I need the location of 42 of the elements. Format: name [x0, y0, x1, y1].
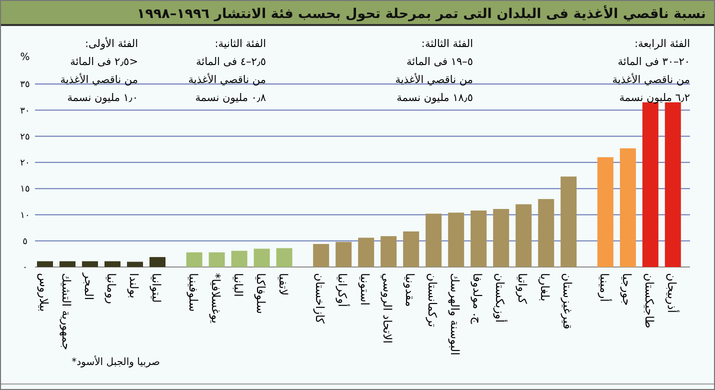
x-tick-label: طاجيكستان — [642, 273, 656, 328]
x-tick-label: ليتوانيا — [150, 273, 164, 303]
y-tick-label: ٥ — [22, 237, 28, 248]
y-axis-title: % — [20, 52, 30, 63]
x-tick-label: بولندا — [127, 273, 141, 298]
x-tick-label: أذربيجان — [664, 273, 680, 313]
x-tick-label: كرواتيا — [516, 273, 530, 304]
x-tick-label: جورجيا — [620, 273, 634, 306]
x-tick-label: البانيا — [231, 273, 246, 297]
x-tick-label: استونيا — [358, 273, 372, 306]
y-tick-label: ١٥ — [20, 184, 30, 195]
x-tick-label: رومانيا — [104, 273, 118, 304]
annotation: الفئة الثالثة: ٥–١٩ فى المائة من ناقصي الأغذية ١٨٫٥ مليون نسمة — [395, 38, 473, 104]
y-tick-label: ١٠ — [20, 210, 30, 221]
x-tick-label: تركمانستان — [426, 273, 440, 328]
y-tick-label: ٣٠ — [20, 106, 30, 116]
x-tick-label: البوسنة والهرسك — [448, 273, 462, 356]
x-tick-label: أوزبكستان — [493, 273, 508, 323]
x-tick-label: ج. مولدوفا — [470, 273, 485, 325]
x-tick-label: أوكرانيا — [336, 273, 351, 307]
x-tick-label: سلوفاكيا — [254, 273, 268, 314]
x-tick-label: الاتحاد الروسي — [380, 273, 395, 344]
y-tick-label: ٢٠ — [20, 158, 30, 169]
annotation: الفئة الثانية: ٢٫٥–٤ فى المائة من ناقصي الأغذية ٠٫٨ مليون نسمة — [188, 38, 266, 104]
y-tick-label: ٣٥ — [20, 80, 30, 90]
annotation: الفئة الأولى: <٢٫٥ فى المائة من ناقصي الأغذية ١٫٠ مليون نسمة — [60, 36, 138, 104]
x-tick-label: بلغاريا — [538, 273, 552, 302]
x-tick-label: مقدونيا — [403, 273, 418, 307]
y-tick-label: ٢٥ — [20, 132, 30, 142]
chart-title: نسبة ناقصي الأغذية فى البلدان التى تمر بمرحلة تحول بحسب فئة الانتشار ١٩٩٦–١٩٩٨ — [136, 5, 706, 22]
x-tick-label: جمهورية التشيك — [60, 273, 74, 350]
text: صربيا والجبل الأسود* — [72, 355, 160, 368]
x-tick-label: قيرغيزستان — [560, 273, 575, 330]
x-tick-label: لاتفيا — [276, 273, 290, 296]
x-tick-label: أرمينيا — [597, 273, 612, 302]
x-tick-label: يوغسلافيا* — [208, 273, 223, 324]
y-tick-label: ٠ — [22, 263, 28, 274]
x-tick-label: كازاخستان — [313, 273, 328, 324]
x-tick-label: بيلاروس — [37, 273, 51, 312]
x-tick-label: سلوفينيا — [186, 273, 200, 312]
x-tick-label: المجر — [82, 272, 96, 300]
annotation: الفئة الرابعة: ٢٠–٣٠ فى المائة من ناقصي الأغذية ٦٫٢ مليون نسمة — [612, 38, 690, 104]
